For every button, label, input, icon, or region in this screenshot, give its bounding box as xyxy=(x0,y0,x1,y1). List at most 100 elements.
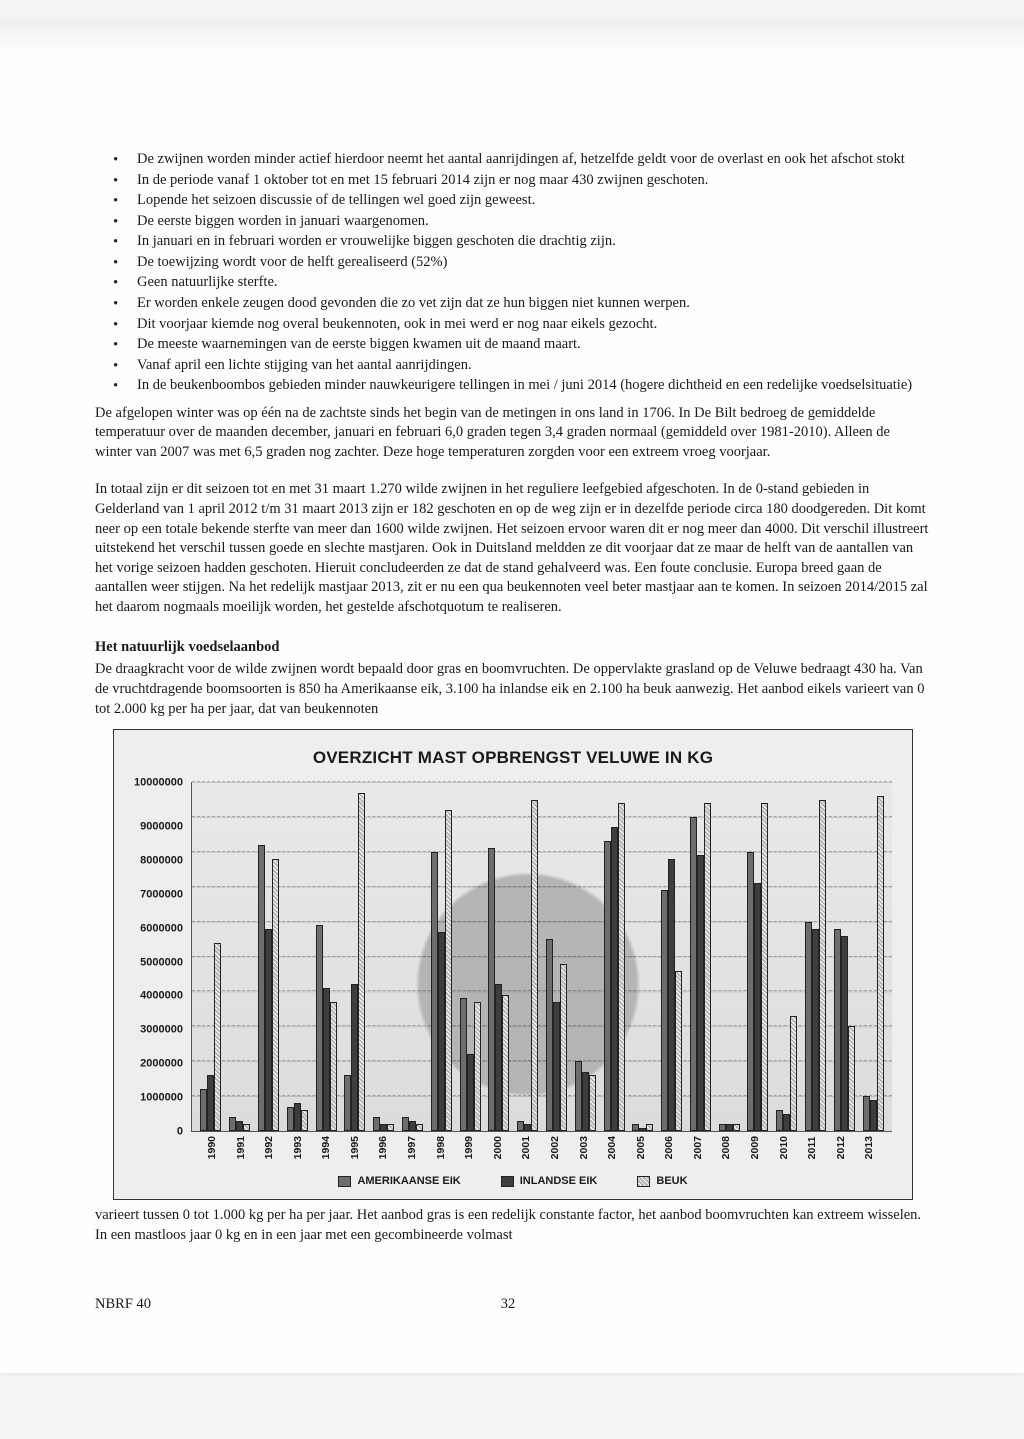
bar xyxy=(790,1016,797,1131)
year-group xyxy=(745,782,771,1131)
x-tick-label: 2009 xyxy=(749,1136,778,1159)
bullet-item: Vanaf april een lichte stijging van het … xyxy=(137,356,929,376)
bar xyxy=(690,817,697,1131)
bullet-item: De meeste waarnemingen van de eerste big… xyxy=(137,335,929,355)
bar xyxy=(877,796,884,1131)
bar xyxy=(575,1061,582,1131)
bullet-item: In de beukenboombos gebieden minder nauw… xyxy=(137,376,929,396)
year-group xyxy=(457,782,483,1131)
x-tick-label: 2001 xyxy=(520,1136,549,1159)
bullet-item: Lopende het seizoen discussie of de tell… xyxy=(137,191,929,211)
year-group xyxy=(198,782,224,1131)
bar xyxy=(531,800,538,1132)
bullet-item: In januari en in februari worden er vrou… xyxy=(137,232,929,252)
bar xyxy=(870,1100,877,1131)
mast-chart: OVERZICHT MAST OPBRENGST VELUWE IN KG 10… xyxy=(113,729,913,1200)
chart-y-axis: 1000000090000008000000700000060000005000… xyxy=(134,782,191,1132)
x-tick-label: 2013 xyxy=(863,1136,892,1159)
bar xyxy=(380,1124,387,1131)
chart-title: OVERZICHT MAST OPBRENGST VELUWE IN KG xyxy=(134,748,892,768)
bar xyxy=(409,1121,416,1131)
chart-legend: AMERIKAANSE EIK INLANDSE EIK BEUK xyxy=(134,1159,892,1187)
x-tick-label: 2000 xyxy=(492,1136,521,1159)
bar xyxy=(236,1121,243,1131)
year-group xyxy=(371,782,397,1131)
year-group xyxy=(659,782,685,1131)
bullet-item: De zwijnen worden minder actief hierdoor… xyxy=(137,150,929,170)
bar xyxy=(200,1089,207,1131)
x-tick-label: 2003 xyxy=(578,1136,607,1159)
bar xyxy=(229,1117,236,1131)
bar xyxy=(668,859,675,1131)
year-group xyxy=(342,782,368,1131)
bullet-item: Geen natuurlijke sterfte. xyxy=(137,273,929,293)
bar xyxy=(330,1002,337,1131)
bar xyxy=(834,929,841,1131)
x-tick-label: 1993 xyxy=(292,1136,321,1159)
year-group xyxy=(284,782,310,1131)
bar xyxy=(351,984,358,1131)
x-tick-label: 2012 xyxy=(835,1136,864,1159)
bar xyxy=(495,984,502,1131)
x-tick-label: 1995 xyxy=(349,1136,378,1159)
legend-swatch-icon xyxy=(637,1176,650,1187)
bar xyxy=(604,841,611,1131)
bar xyxy=(488,848,495,1131)
y-tick-label: 7000000 xyxy=(140,889,183,900)
bar xyxy=(639,1128,646,1131)
paragraph-4: varieert tussen 0 tot 1.000 kg per ha pe… xyxy=(95,1206,929,1245)
bar xyxy=(726,1124,733,1131)
bar xyxy=(733,1124,740,1131)
legend-label: INLANDSE EIK xyxy=(520,1175,598,1187)
bar xyxy=(704,803,711,1131)
year-group xyxy=(572,782,598,1131)
year-group xyxy=(688,782,714,1131)
x-tick-label: 1990 xyxy=(206,1136,235,1159)
x-tick-label: 2008 xyxy=(720,1136,749,1159)
year-group xyxy=(256,782,282,1131)
year-group xyxy=(601,782,627,1131)
bar xyxy=(754,883,761,1131)
bar xyxy=(323,988,330,1131)
legend-label: AMERIKAANSE EIK xyxy=(357,1175,460,1187)
bullet-item: In de periode vanaf 1 oktober tot en met… xyxy=(137,171,929,191)
chart-bars xyxy=(198,782,886,1131)
bullet-list: De zwijnen worden minder actief hierdoor… xyxy=(95,150,929,396)
bar xyxy=(618,803,625,1131)
year-group xyxy=(803,782,829,1131)
bar xyxy=(589,1075,596,1131)
bullet-item: Er worden enkele zeugen dood gevonden di… xyxy=(137,294,929,314)
year-group xyxy=(515,782,541,1131)
bar xyxy=(632,1124,639,1131)
year-group xyxy=(630,782,656,1131)
bullet-item: De toewijzing wordt voor de helft gereal… xyxy=(137,253,929,273)
bar xyxy=(272,859,279,1131)
year-group xyxy=(313,782,339,1131)
x-tick-label: 1999 xyxy=(463,1136,492,1159)
bar xyxy=(243,1124,250,1131)
bar xyxy=(646,1124,653,1131)
legend-label: BEUK xyxy=(656,1175,687,1187)
y-tick-label: 3000000 xyxy=(140,1025,183,1036)
bar xyxy=(287,1107,294,1131)
y-tick-label: 8000000 xyxy=(140,855,183,866)
x-tick-label: 2011 xyxy=(806,1136,835,1159)
bullet-item: De eerste biggen worden in januari waarg… xyxy=(137,212,929,232)
bar xyxy=(265,929,272,1131)
chart-plot-area: 1000000090000008000000700000060000005000… xyxy=(134,782,892,1132)
x-tick-label: 2002 xyxy=(549,1136,578,1159)
paragraph-1: De afgelopen winter was op één na de zac… xyxy=(95,404,929,463)
x-tick-label: 2010 xyxy=(778,1136,807,1159)
section-heading: Het natuurlijk voedselaanbod xyxy=(95,639,929,656)
x-tick-label: 1994 xyxy=(320,1136,349,1159)
legend-item: INLANDSE EIK xyxy=(501,1175,598,1187)
y-tick-label: 9000000 xyxy=(140,821,183,832)
year-group xyxy=(774,782,800,1131)
bar xyxy=(445,810,452,1131)
bar xyxy=(841,936,848,1131)
x-tick-label: 2007 xyxy=(692,1136,721,1159)
year-group xyxy=(428,782,454,1131)
document-page: De zwijnen worden minder actief hierdoor… xyxy=(0,20,1024,1373)
bar xyxy=(373,1117,380,1131)
x-tick-label: 2004 xyxy=(606,1136,635,1159)
